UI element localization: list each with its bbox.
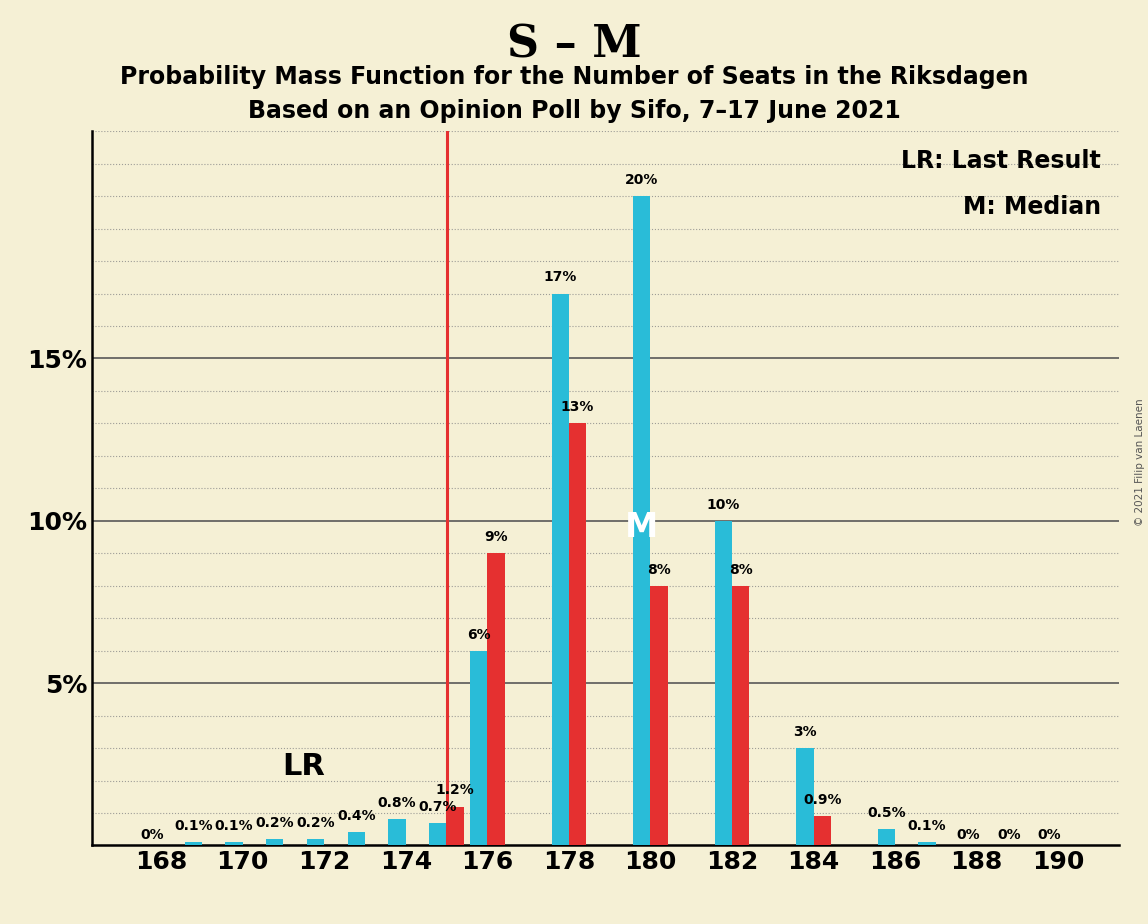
Bar: [266, 839, 284, 845]
Bar: [470, 650, 488, 845]
Text: 0.5%: 0.5%: [867, 806, 906, 821]
Text: 0.1%: 0.1%: [215, 819, 254, 833]
Text: 17%: 17%: [543, 271, 577, 285]
Bar: [878, 829, 895, 845]
Bar: [715, 521, 732, 845]
Text: 0.4%: 0.4%: [338, 809, 375, 823]
Bar: [918, 842, 936, 845]
Text: 6%: 6%: [467, 627, 490, 641]
Text: © 2021 Filip van Laenen: © 2021 Filip van Laenen: [1135, 398, 1145, 526]
Text: 1.2%: 1.2%: [436, 784, 474, 797]
Text: LR: LR: [282, 751, 325, 781]
Bar: [814, 816, 831, 845]
Text: 8%: 8%: [647, 563, 670, 577]
Bar: [488, 553, 505, 845]
Text: 0.7%: 0.7%: [419, 799, 457, 814]
Bar: [447, 807, 464, 845]
Text: 0%: 0%: [1038, 828, 1061, 842]
Bar: [551, 294, 569, 845]
Text: Probability Mass Function for the Number of Seats in the Riksdagen: Probability Mass Function for the Number…: [119, 65, 1029, 89]
Text: 3%: 3%: [793, 725, 816, 739]
Bar: [633, 196, 651, 845]
Bar: [651, 586, 668, 845]
Bar: [307, 839, 324, 845]
Text: 0%: 0%: [956, 828, 979, 842]
Bar: [797, 748, 814, 845]
Text: 0.9%: 0.9%: [802, 793, 841, 808]
Bar: [388, 820, 405, 845]
Bar: [348, 833, 365, 845]
Text: M: M: [626, 511, 659, 544]
Bar: [569, 423, 587, 845]
Text: 0.8%: 0.8%: [378, 796, 417, 810]
Text: 8%: 8%: [729, 563, 752, 577]
Text: 0.2%: 0.2%: [256, 816, 294, 830]
Bar: [429, 822, 447, 845]
Text: 10%: 10%: [707, 498, 740, 512]
Text: M: Median: M: Median: [963, 196, 1101, 220]
Text: Based on an Opinion Poll by Sifo, 7–17 June 2021: Based on an Opinion Poll by Sifo, 7–17 J…: [248, 99, 900, 123]
Bar: [225, 842, 242, 845]
Text: 0.1%: 0.1%: [908, 819, 946, 833]
Bar: [185, 842, 202, 845]
Text: S – M: S – M: [506, 23, 642, 67]
Bar: [732, 586, 750, 845]
Text: 0%: 0%: [996, 828, 1021, 842]
Text: LR: Last Result: LR: Last Result: [901, 149, 1101, 173]
Text: 0.1%: 0.1%: [174, 819, 212, 833]
Text: 0.2%: 0.2%: [296, 816, 335, 830]
Text: 0%: 0%: [141, 828, 164, 842]
Text: 9%: 9%: [484, 530, 507, 544]
Text: 20%: 20%: [625, 173, 659, 187]
Text: 13%: 13%: [561, 400, 595, 414]
